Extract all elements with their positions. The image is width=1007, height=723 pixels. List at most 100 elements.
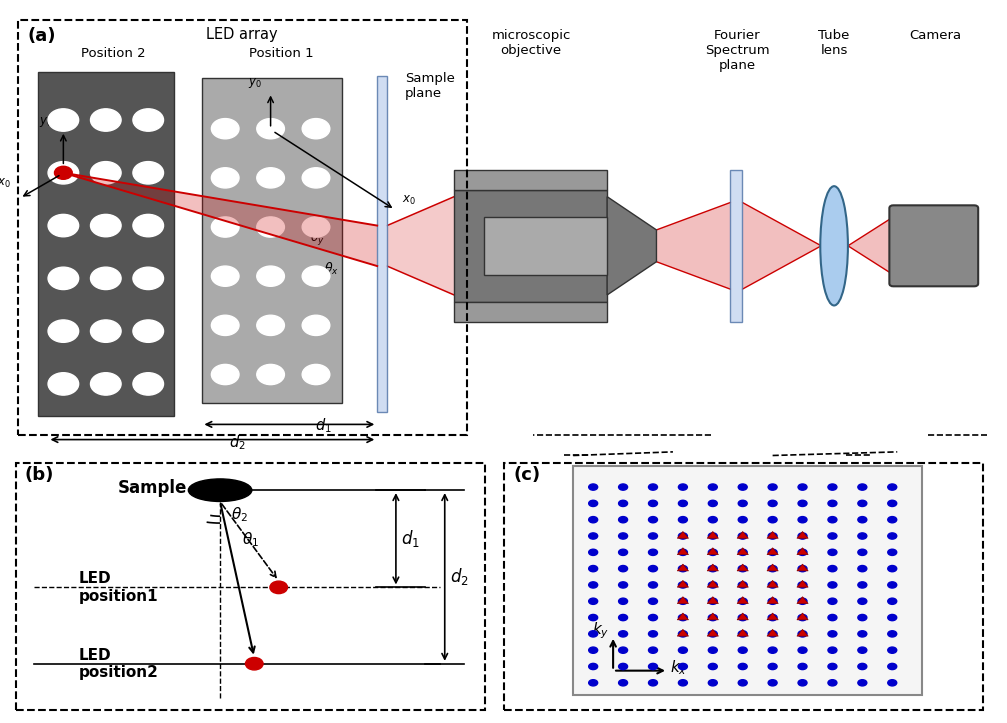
Circle shape: [211, 364, 239, 385]
Circle shape: [618, 598, 627, 604]
Bar: [18, 20, 467, 435]
Circle shape: [768, 582, 777, 588]
Text: $y_0$: $y_0$: [38, 116, 52, 129]
Circle shape: [798, 615, 807, 620]
Circle shape: [649, 615, 658, 620]
Circle shape: [828, 630, 837, 637]
Circle shape: [48, 320, 79, 343]
Text: microscopic
objective: microscopic objective: [491, 29, 571, 57]
Circle shape: [768, 565, 777, 572]
Circle shape: [679, 598, 688, 604]
Circle shape: [858, 615, 867, 620]
Circle shape: [133, 162, 163, 184]
Circle shape: [649, 680, 658, 686]
Circle shape: [589, 500, 598, 507]
Ellipse shape: [821, 186, 848, 305]
Circle shape: [618, 500, 627, 507]
Circle shape: [828, 582, 837, 588]
Circle shape: [738, 549, 747, 555]
Polygon shape: [657, 202, 730, 289]
Polygon shape: [767, 564, 778, 571]
Circle shape: [768, 549, 777, 555]
Polygon shape: [797, 581, 809, 587]
Polygon shape: [767, 531, 778, 538]
Text: Fourier
Spectrum
plane: Fourier Spectrum plane: [705, 29, 769, 72]
Text: $\theta_2$: $\theta_2$: [231, 505, 248, 524]
Circle shape: [679, 565, 688, 572]
Circle shape: [679, 500, 688, 507]
Circle shape: [211, 266, 239, 286]
Circle shape: [54, 166, 73, 179]
Circle shape: [589, 680, 598, 686]
Polygon shape: [797, 548, 809, 555]
Circle shape: [708, 516, 717, 523]
Bar: [730, 170, 742, 322]
Circle shape: [589, 598, 598, 604]
Circle shape: [888, 615, 897, 620]
Circle shape: [888, 680, 897, 686]
Circle shape: [828, 484, 837, 490]
Circle shape: [888, 565, 897, 572]
Text: Sample
plane: Sample plane: [405, 72, 455, 100]
Circle shape: [798, 565, 807, 572]
Circle shape: [618, 664, 627, 669]
Polygon shape: [767, 596, 778, 604]
Circle shape: [679, 615, 688, 620]
Circle shape: [828, 664, 837, 669]
Circle shape: [302, 315, 330, 335]
Circle shape: [798, 500, 807, 507]
Circle shape: [798, 630, 807, 637]
Polygon shape: [707, 613, 718, 620]
Circle shape: [649, 549, 658, 555]
Text: $d_1$: $d_1$: [401, 529, 420, 549]
Circle shape: [133, 267, 163, 289]
Circle shape: [798, 516, 807, 523]
Circle shape: [708, 484, 717, 490]
Circle shape: [302, 364, 330, 385]
Circle shape: [708, 647, 717, 654]
Polygon shape: [707, 564, 718, 571]
Circle shape: [738, 565, 747, 572]
Circle shape: [257, 364, 284, 385]
Circle shape: [679, 680, 688, 686]
Circle shape: [768, 664, 777, 669]
Text: $d_2$: $d_2$: [229, 433, 246, 452]
Bar: [454, 189, 607, 302]
Circle shape: [649, 630, 658, 637]
Circle shape: [798, 664, 807, 669]
Circle shape: [589, 565, 598, 572]
Circle shape: [211, 119, 239, 139]
Polygon shape: [797, 629, 809, 636]
Polygon shape: [63, 173, 378, 266]
Polygon shape: [767, 629, 778, 636]
Ellipse shape: [188, 479, 252, 502]
Text: (b): (b): [25, 466, 54, 484]
Circle shape: [738, 500, 747, 507]
Circle shape: [589, 484, 598, 490]
Polygon shape: [707, 629, 718, 636]
Polygon shape: [742, 202, 822, 289]
Circle shape: [91, 320, 121, 343]
Circle shape: [589, 549, 598, 555]
Text: (a): (a): [28, 27, 56, 45]
Polygon shape: [737, 613, 748, 620]
Circle shape: [257, 315, 284, 335]
Circle shape: [708, 598, 717, 604]
Circle shape: [738, 516, 747, 523]
Circle shape: [708, 664, 717, 669]
Circle shape: [708, 615, 717, 620]
Bar: [483, 217, 607, 275]
Polygon shape: [678, 629, 689, 636]
Circle shape: [768, 647, 777, 654]
Polygon shape: [607, 197, 657, 295]
Circle shape: [738, 533, 747, 539]
Circle shape: [649, 582, 658, 588]
Circle shape: [828, 500, 837, 507]
Circle shape: [738, 630, 747, 637]
Circle shape: [858, 500, 867, 507]
Circle shape: [649, 500, 658, 507]
Circle shape: [589, 615, 598, 620]
Circle shape: [798, 533, 807, 539]
Circle shape: [738, 582, 747, 588]
Circle shape: [133, 373, 163, 395]
